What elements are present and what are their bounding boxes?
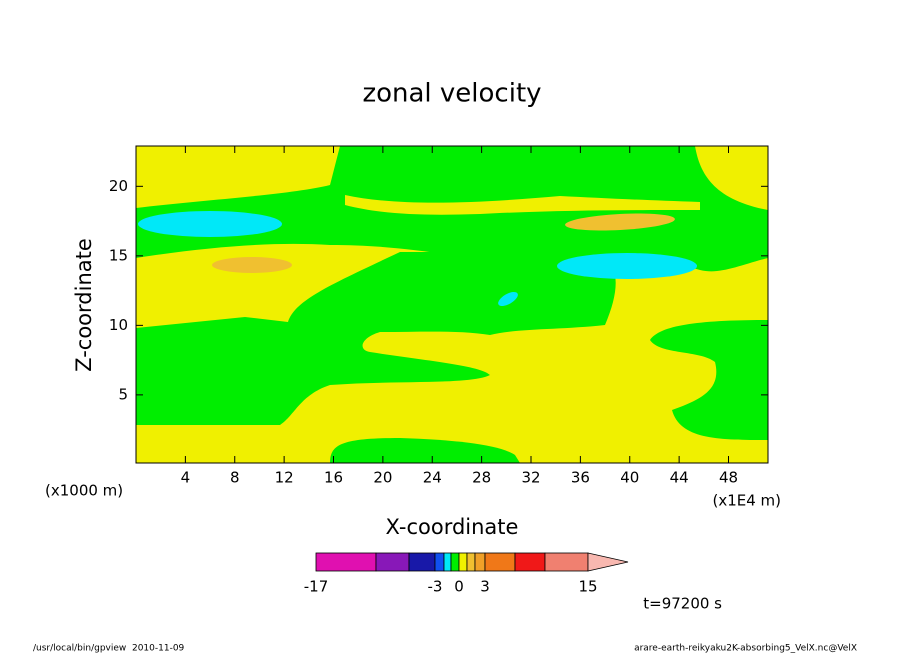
colorbar-tick-label: 0 <box>454 578 464 596</box>
contour-region <box>557 253 697 279</box>
colorbar-tick-label: 15 <box>578 578 597 596</box>
x-tick-label: 8 <box>230 469 240 487</box>
x-tick-label: 36 <box>571 469 590 487</box>
colorbar-tick-label: -17 <box>304 578 329 596</box>
contour-region <box>330 438 520 463</box>
contour-region <box>345 195 700 215</box>
colorbar-bin <box>443 552 452 572</box>
colorbar-bin <box>544 552 589 572</box>
colorbar-bin <box>514 552 546 572</box>
x-tick-label: 48 <box>719 469 738 487</box>
contour-region <box>136 252 616 425</box>
colorbar-bin <box>315 552 377 572</box>
contour-region <box>138 211 282 237</box>
y-unit: (x1000 m) <box>45 482 123 500</box>
x-tick-label: 20 <box>373 469 392 487</box>
x-axis-label: X-coordinate <box>386 515 519 539</box>
footer-right: arare-earth-reikyaku2K-absorbing5_VelX.n… <box>634 644 857 654</box>
colorbar-bin <box>450 552 460 572</box>
x-tick-label: 24 <box>423 469 442 487</box>
y-tick-label: 15 <box>109 246 128 264</box>
contour-region <box>498 292 518 306</box>
x-tick-label: 4 <box>181 469 191 487</box>
x-tick-label: 44 <box>670 469 689 487</box>
x-tick-label: 40 <box>620 469 639 487</box>
chart-title: zonal velocity <box>362 79 541 109</box>
colorbar-bin <box>434 552 445 572</box>
y-tick-label: 10 <box>109 316 128 334</box>
y-axis-label: Z-coordinate <box>72 238 96 372</box>
colorbar-tick-label: -3 <box>428 578 443 596</box>
colorbar-bin <box>375 552 410 572</box>
y-tick-label: 5 <box>118 385 128 403</box>
contour-region <box>650 320 768 440</box>
colorbar-bin <box>458 552 468 572</box>
x-tick-label: 32 <box>521 469 540 487</box>
plot-area <box>135 145 769 464</box>
plot-frame <box>135 145 769 464</box>
colorbar-extend <box>587 552 629 572</box>
contour-region <box>565 213 675 231</box>
colorbar-bin <box>474 552 486 572</box>
y-tick-label: 20 <box>109 177 128 195</box>
time-label: t=97200 s <box>643 595 722 613</box>
colorbar-bin <box>484 552 516 572</box>
x-tick-label: 28 <box>472 469 491 487</box>
colorbar-bin <box>466 552 476 572</box>
colorbar-tick-label: 3 <box>480 578 490 596</box>
x-unit: (x1E4 m) <box>712 492 781 510</box>
footer-left: /usr/local/bin/gpview 2010-11-09 <box>33 644 185 654</box>
contour-region <box>212 257 292 273</box>
x-tick-label: 16 <box>324 469 343 487</box>
x-tick-label: 12 <box>275 469 294 487</box>
colorbar-bin <box>408 552 436 572</box>
